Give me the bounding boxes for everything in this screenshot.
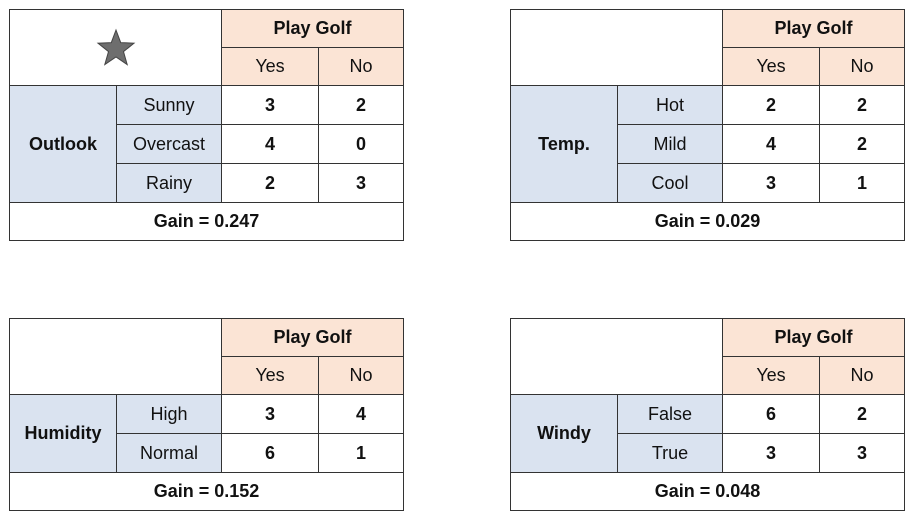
no-count: 2: [819, 85, 905, 125]
star-icon: [96, 28, 135, 66]
yes-count: 3: [221, 394, 319, 434]
play-golf-header: Play Golf: [221, 318, 404, 357]
value-label: Normal: [116, 433, 222, 473]
no-count: 2: [819, 124, 905, 164]
no-count: 1: [318, 433, 404, 473]
value-label: True: [617, 433, 723, 473]
no-header: No: [819, 356, 905, 395]
no-count: 2: [318, 85, 404, 125]
gain-value: Gain = 0.247: [9, 202, 404, 241]
attribute-label: Humidity: [9, 394, 117, 473]
yes-header: Yes: [722, 47, 820, 86]
attribute-label: Outlook: [9, 85, 117, 203]
no-count: 3: [819, 433, 905, 473]
yes-count: 4: [722, 124, 820, 164]
value-label: Overcast: [116, 124, 222, 164]
windy-table: Play Golf Yes No Windy False 6 2 True 3 …: [510, 318, 905, 511]
blank-corner-cell: [9, 318, 222, 395]
play-golf-header: Play Golf: [722, 318, 905, 357]
yes-header: Yes: [722, 356, 820, 395]
yes-count: 6: [722, 394, 820, 434]
blank-corner-cell: [510, 318, 723, 395]
no-count: 3: [318, 163, 404, 203]
value-label: High: [116, 394, 222, 434]
yes-header: Yes: [221, 47, 319, 86]
value-label: False: [617, 394, 723, 434]
yes-count: 3: [221, 85, 319, 125]
value-label: Hot: [617, 85, 723, 125]
no-header: No: [819, 47, 905, 86]
no-count: 0: [318, 124, 404, 164]
no-count: 2: [819, 394, 905, 434]
temp-table: Play Golf Yes No Temp. Hot 2 2 Mild 4 2 …: [510, 9, 905, 241]
yes-header: Yes: [221, 356, 319, 395]
no-header: No: [318, 356, 404, 395]
gain-value: Gain = 0.152: [9, 472, 404, 511]
humidity-table: Play Golf Yes No Humidity High 3 4 Norma…: [9, 318, 404, 511]
attribute-label: Temp.: [510, 85, 618, 203]
yes-count: 6: [221, 433, 319, 473]
no-header: No: [318, 47, 404, 86]
gain-value: Gain = 0.029: [510, 202, 905, 241]
yes-count: 3: [722, 433, 820, 473]
no-count: 4: [318, 394, 404, 434]
attribute-label: Windy: [510, 394, 618, 473]
value-label: Mild: [617, 124, 723, 164]
yes-count: 2: [221, 163, 319, 203]
humidity-table-panel: Play Golf Yes No Humidity High 3 4 Norma…: [9, 318, 404, 511]
temp-table-panel: Play Golf Yes No Temp. Hot 2 2 Mild 4 2 …: [510, 9, 905, 241]
blank-corner-cell: [510, 9, 723, 86]
windy-table-panel: Play Golf Yes No Windy False 6 2 True 3 …: [510, 318, 905, 511]
no-count: 1: [819, 163, 905, 203]
value-label: Sunny: [116, 85, 222, 125]
play-golf-header: Play Golf: [722, 9, 905, 48]
yes-count: 3: [722, 163, 820, 203]
value-label: Rainy: [116, 163, 222, 203]
value-label: Cool: [617, 163, 723, 203]
gain-value: Gain = 0.048: [510, 472, 905, 511]
outlook-table-panel: Play Golf Yes No Outlook Sunny 3 2 Overc…: [9, 9, 404, 241]
yes-count: 2: [722, 85, 820, 125]
yes-count: 4: [221, 124, 319, 164]
best-split-marker: [9, 9, 222, 86]
outlook-table: Play Golf Yes No Outlook Sunny 3 2 Overc…: [9, 9, 404, 241]
play-golf-header: Play Golf: [221, 9, 404, 48]
